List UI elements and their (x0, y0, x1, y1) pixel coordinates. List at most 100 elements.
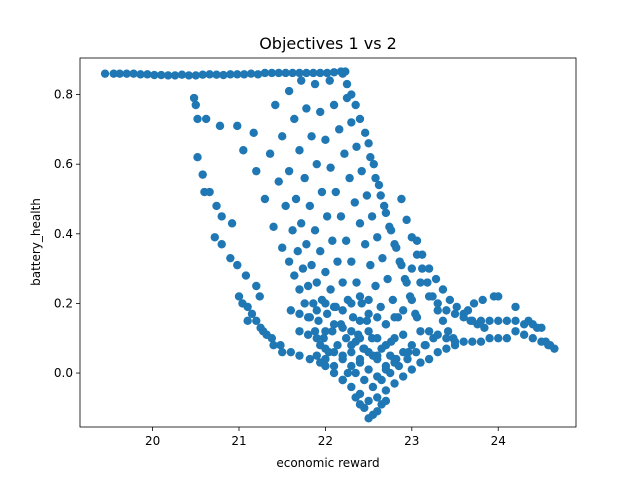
data-point (326, 285, 335, 294)
data-point (407, 264, 417, 273)
data-point (243, 316, 252, 326)
data-point (249, 128, 258, 138)
data-point (371, 281, 380, 291)
data-point (485, 316, 494, 326)
x-tick-label: 23 (404, 434, 419, 448)
data-point (347, 347, 356, 357)
data-point (298, 264, 308, 273)
data-point (312, 159, 321, 169)
data-point (217, 212, 226, 221)
data-point (392, 243, 401, 252)
data-point (362, 191, 372, 200)
data-point (524, 316, 533, 326)
data-point (341, 236, 351, 245)
data-point (321, 327, 330, 336)
y-tick-label: 0.0 (54, 366, 73, 380)
data-point (378, 253, 387, 263)
data-point (355, 358, 365, 367)
data-point (373, 334, 382, 343)
data-point (429, 334, 438, 343)
data-point (305, 354, 315, 364)
data-point (321, 344, 330, 353)
data-point (295, 351, 304, 360)
data-point (416, 358, 425, 367)
x-tick-label: 20 (145, 434, 160, 448)
data-point (364, 396, 373, 406)
data-point (338, 323, 347, 332)
data-point (343, 368, 353, 378)
data-point (252, 281, 261, 291)
data-point (511, 316, 520, 326)
data-point (360, 128, 370, 138)
data-point (269, 340, 278, 350)
data-point (351, 337, 360, 346)
data-point (360, 344, 369, 353)
data-point (350, 198, 359, 207)
data-point (329, 68, 339, 77)
data-point (260, 194, 270, 204)
data-point (366, 153, 375, 162)
data-point (383, 274, 392, 284)
data-point (295, 68, 304, 78)
data-point (300, 299, 309, 308)
data-point (295, 309, 304, 319)
data-point (302, 104, 311, 113)
data-point (355, 316, 365, 326)
data-point (115, 69, 124, 78)
data-point (265, 149, 275, 158)
data-point (388, 295, 398, 305)
data-point (226, 70, 235, 79)
data-point (494, 334, 503, 343)
data-point (212, 70, 221, 79)
data-point (215, 121, 225, 131)
data-point (143, 70, 152, 79)
data-point (278, 243, 287, 252)
data-point (468, 316, 477, 326)
data-points (100, 67, 559, 423)
data-point (485, 334, 494, 343)
data-point (312, 351, 321, 360)
data-point (329, 347, 339, 357)
data-point (328, 236, 337, 245)
data-point (157, 70, 166, 80)
data-point (347, 257, 356, 266)
data-point (347, 299, 356, 308)
data-point (502, 316, 512, 326)
data-point (253, 70, 263, 79)
data-point (402, 278, 411, 287)
data-point (274, 177, 283, 186)
data-point (267, 68, 277, 78)
data-point (338, 375, 347, 385)
data-point (295, 146, 304, 155)
data-point (212, 201, 221, 211)
data-point (338, 278, 347, 287)
data-point (295, 327, 304, 336)
data-point (369, 159, 378, 169)
data-point (198, 170, 207, 179)
data-point (233, 70, 242, 79)
data-point (100, 69, 110, 78)
data-point (402, 215, 411, 225)
data-point (469, 299, 479, 308)
data-point (528, 334, 537, 343)
data-point (286, 347, 296, 357)
data-point (233, 260, 242, 270)
data-point (407, 340, 417, 350)
data-point (463, 306, 473, 315)
data-point (201, 114, 211, 124)
data-point (468, 337, 477, 346)
data-point (364, 309, 373, 319)
y-tick-label: 0.2 (54, 296, 73, 310)
data-point (424, 327, 434, 336)
data-point (366, 260, 375, 270)
data-point (340, 149, 349, 158)
data-point (193, 114, 202, 124)
data-point (310, 327, 320, 336)
data-point (193, 153, 202, 162)
data-point (476, 316, 486, 326)
data-point (335, 125, 344, 134)
data-point (241, 271, 251, 280)
data-point (398, 330, 408, 339)
